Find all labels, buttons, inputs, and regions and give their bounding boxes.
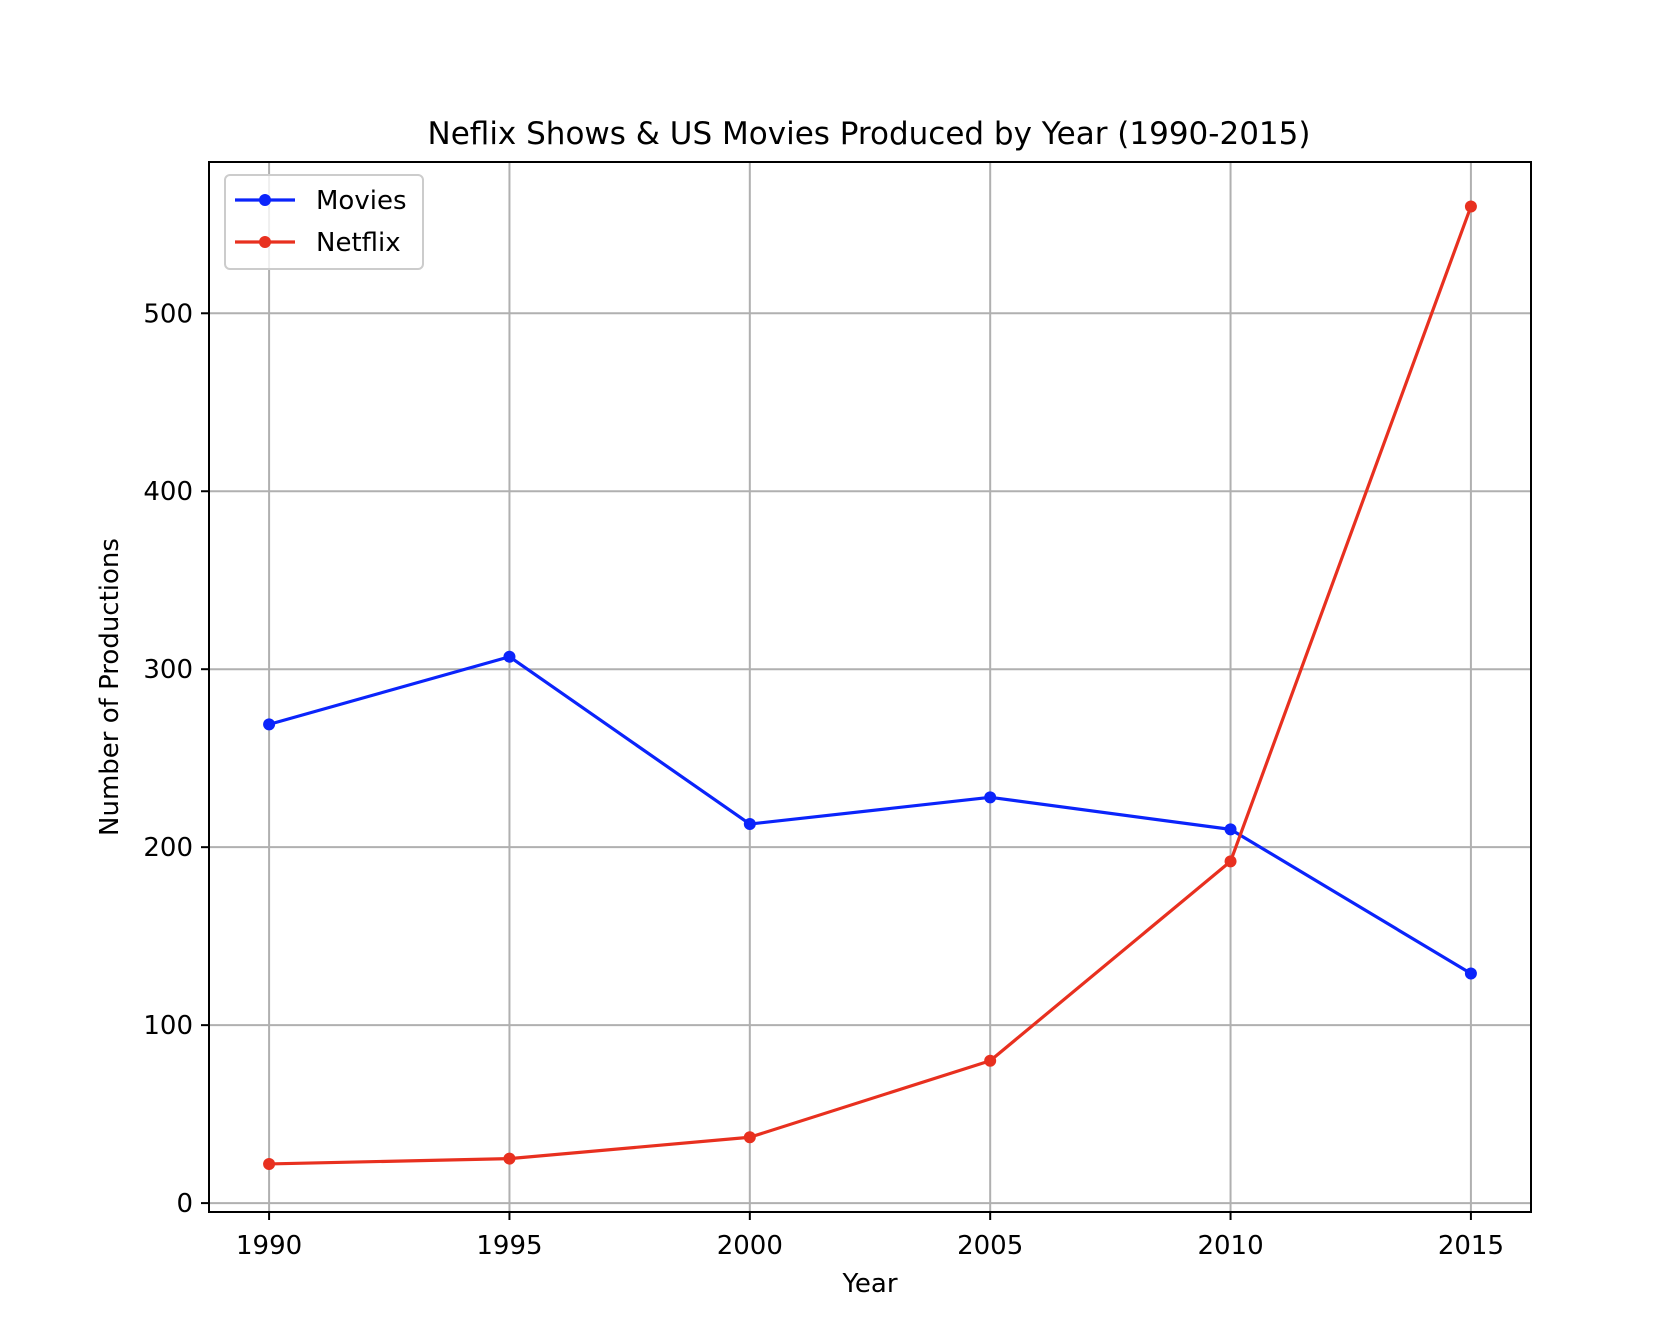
movies-data-point	[1464, 967, 1477, 980]
x-tick-label: 1995	[476, 1231, 542, 1261]
x-tick-label: 1990	[236, 1231, 302, 1261]
movies-data-point	[984, 791, 997, 804]
netflix-data-point	[1224, 855, 1237, 868]
y-tick-label: 500	[143, 299, 193, 329]
x-axis-label: Year	[841, 1269, 897, 1299]
x-tick-label: 2005	[957, 1231, 1023, 1261]
x-tick-label: 2000	[717, 1231, 783, 1261]
netflix-data-point	[1464, 200, 1477, 213]
movies-data-point	[503, 650, 516, 663]
movies-legend-label: Movies	[316, 186, 407, 216]
chart-title: Neflix Shows & US Movies Produced by Yea…	[428, 116, 1311, 152]
y-axis-label: Number of Productions	[95, 538, 125, 836]
netflix-data-point	[263, 1157, 276, 1170]
y-tick-label: 200	[143, 833, 193, 863]
netflix-series-line	[269, 205, 1473, 1166]
y-tick-label: 100	[143, 1011, 193, 1041]
y-tick-label: 0	[176, 1189, 193, 1219]
y-axis: 0 100 200 300 400 500	[143, 299, 209, 1219]
movies-series-line	[268, 655, 1472, 975]
plot-area-frame	[208, 161, 1532, 1213]
movies-data-point	[1224, 823, 1237, 836]
movies-data-point	[263, 718, 276, 731]
netflix-legend-label: Netflix	[316, 228, 401, 258]
movies-legend-marker	[259, 194, 271, 206]
y-tick-label: 300	[143, 655, 193, 685]
series-layer	[263, 200, 1477, 1170]
grid	[209, 162, 1531, 1212]
x-tick-label: 2015	[1438, 1231, 1504, 1261]
x-axis: 1990 1995 2000 2005 2010 2015	[236, 1212, 1504, 1261]
netflix-legend-marker	[259, 236, 271, 248]
y-tick-label: 400	[143, 477, 193, 507]
legend: Movies Netflix	[224, 174, 424, 270]
netflix-data-point	[743, 1131, 756, 1144]
netflix-data-point	[503, 1152, 516, 1165]
netflix-data-point	[984, 1054, 997, 1067]
movies-data-point	[743, 818, 756, 831]
x-tick-label: 2010	[1197, 1231, 1263, 1261]
